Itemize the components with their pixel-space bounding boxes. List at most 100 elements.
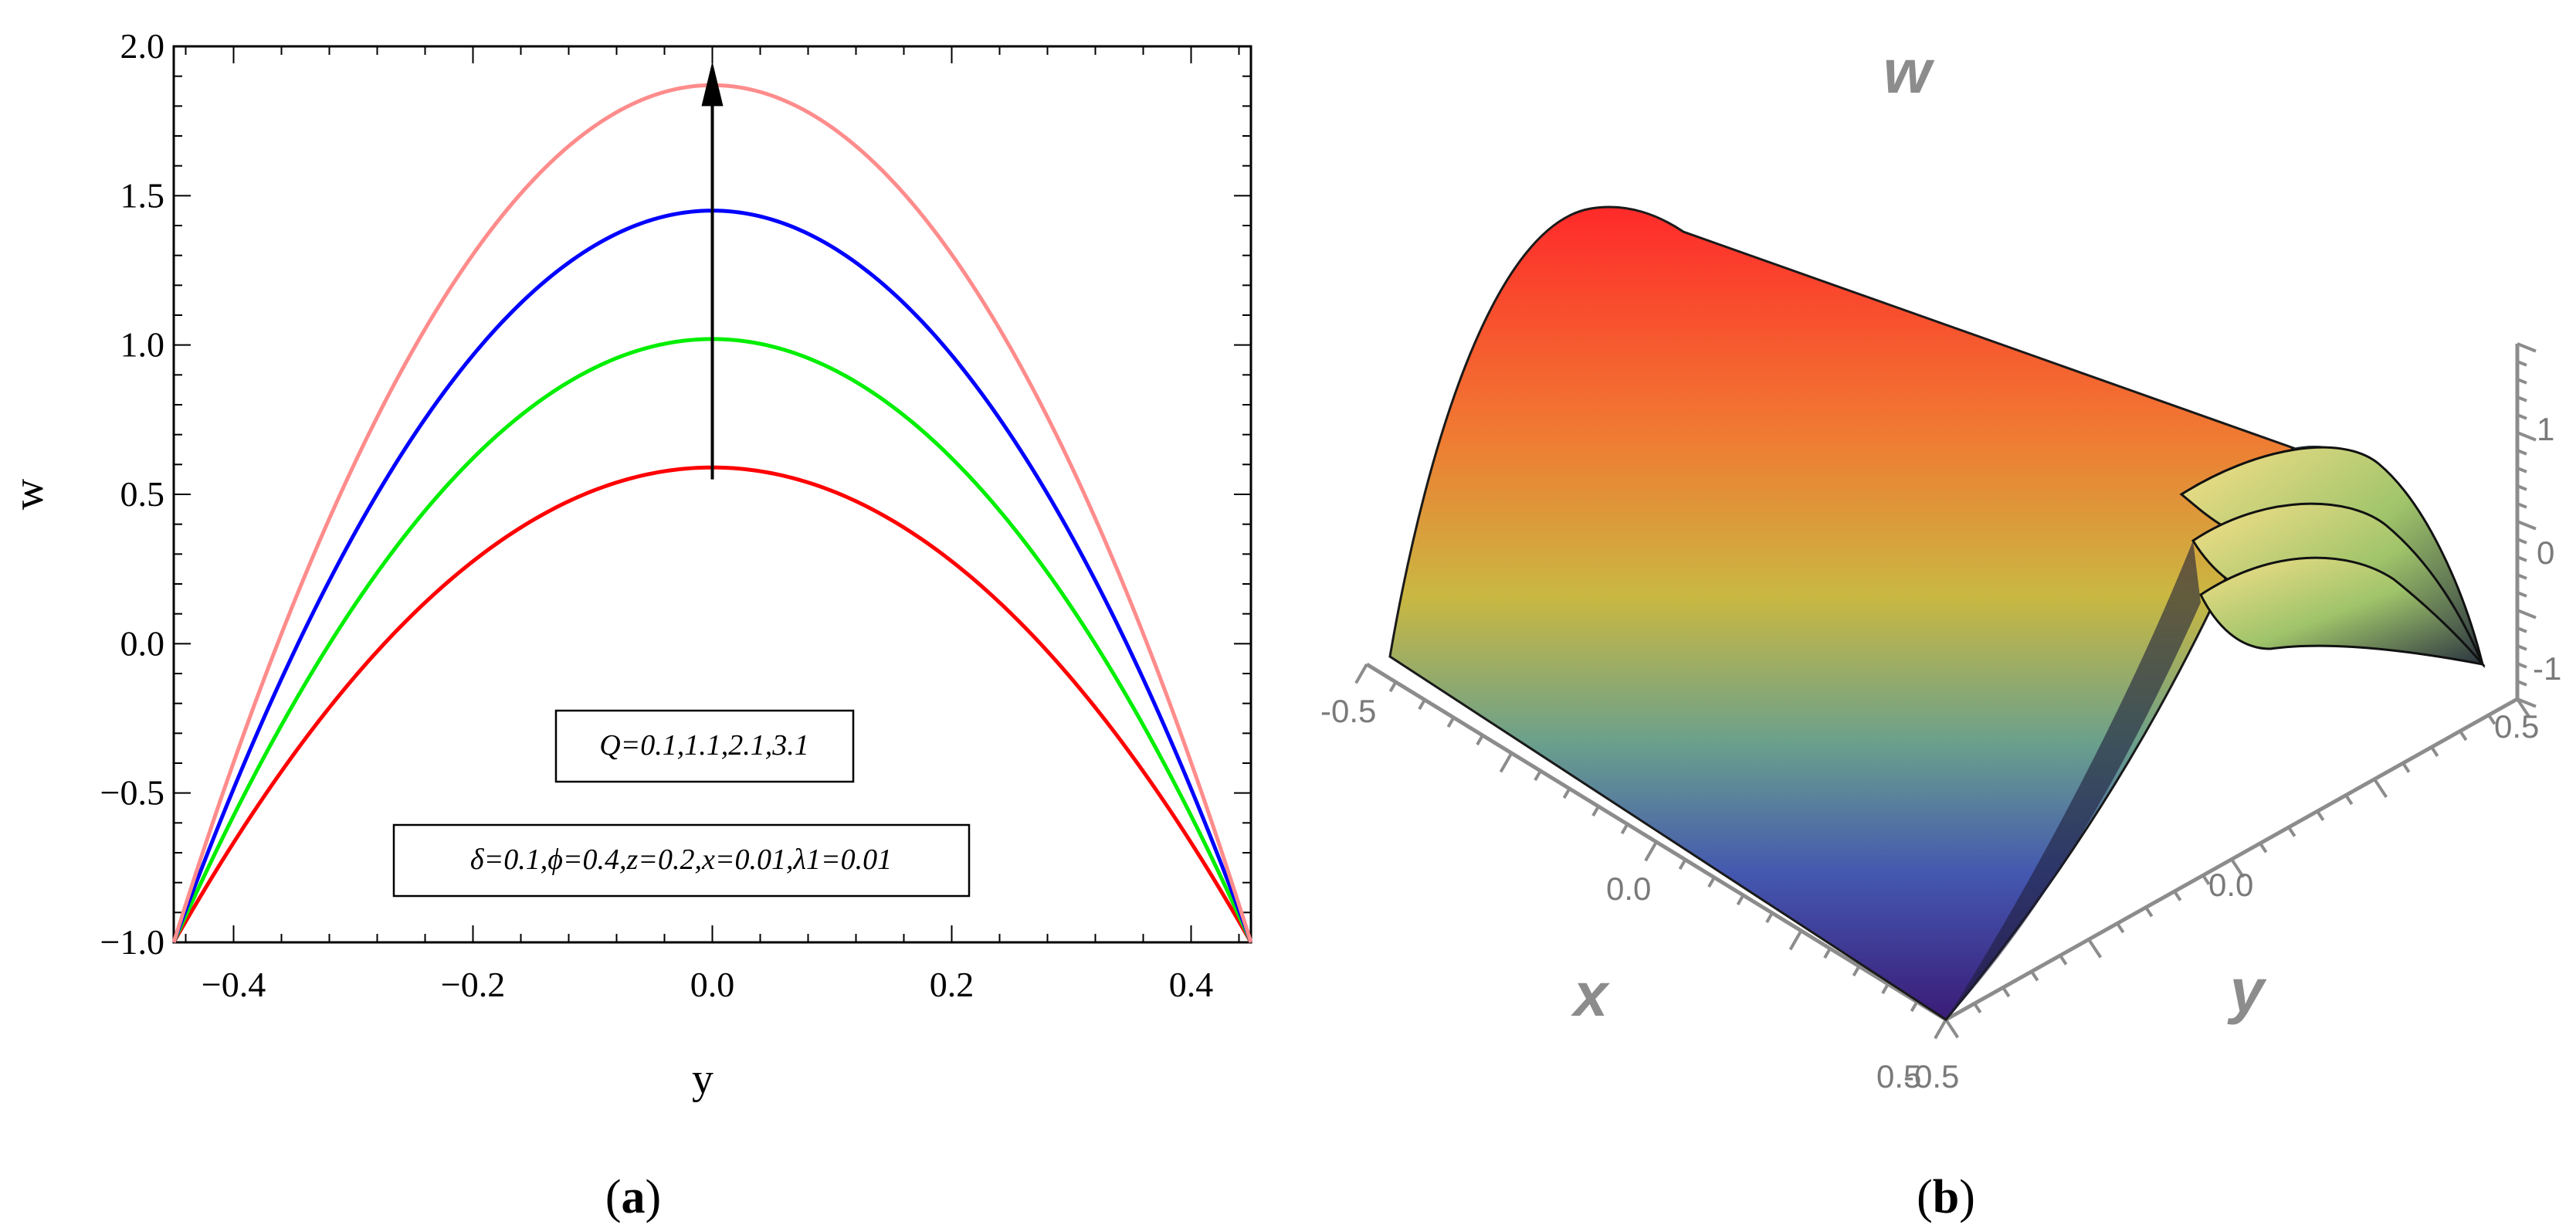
box-tick xyxy=(2517,342,2537,353)
chart-panel-b: -0.5 0.0 0.5 -0.5 0.0 0.5 -1 0 1 w x y (… xyxy=(1320,37,2561,1224)
caption-b: (b) xyxy=(1917,1171,1975,1224)
box-tick xyxy=(2517,378,2527,385)
z-tick-label: 1 xyxy=(2537,411,2554,447)
box-tick xyxy=(1707,877,1716,888)
y-tick-label: 0.0 xyxy=(120,623,165,663)
legend-text-params: δ=0.1,ϕ=0.4,z=0.2,x=0.01,λ1=0.01 xyxy=(470,843,892,876)
surface-front-edge xyxy=(1946,541,2201,1020)
box-tick xyxy=(2259,842,2268,854)
box-tick xyxy=(1418,699,1426,711)
tick-labels: −0.4 −0.2 0.0 0.2 0.4 −1.0 −0.5 0.0 0.5 1.0 1.5 2.0 xyxy=(100,26,1214,1004)
box-tick xyxy=(2316,810,2325,821)
x-tick-label: -0.5 xyxy=(1320,693,1376,729)
box-tick xyxy=(1765,912,1774,924)
box-tick xyxy=(2517,555,2527,562)
box-tick xyxy=(2373,778,2388,799)
box-tick xyxy=(1678,859,1687,871)
legend-box-q: Q=0.1,1.1,2.1,3.1 xyxy=(554,709,855,783)
box-tick xyxy=(2344,794,2354,806)
y-tick-label: 0.5 xyxy=(120,474,165,514)
box-tick xyxy=(2173,890,2182,901)
x-axis-label: x xyxy=(1571,960,1611,1029)
box-tick xyxy=(2517,626,2527,633)
box-tick xyxy=(1446,717,1456,728)
box-tick xyxy=(2517,591,2527,598)
box-tick xyxy=(2517,467,2527,473)
x-tick-label: 0.4 xyxy=(1169,965,1214,1004)
arrow-head xyxy=(701,61,724,107)
box-tick xyxy=(2517,573,2527,580)
box-tick-marks xyxy=(1354,342,2537,1040)
chart-panel-a: −0.4 −0.2 0.0 0.2 0.4 −1.0 −0.5 0.0 0.5 1.0 1.5 2.0… xyxy=(5,26,1253,1224)
box-tick xyxy=(1354,664,1368,684)
box-tick xyxy=(2517,662,2527,669)
box-tick xyxy=(2030,970,2039,982)
y-axis-label: w xyxy=(5,478,53,510)
legend-text-q: Q=0.1,1.1,2.1,3.1 xyxy=(599,729,809,762)
box-tick xyxy=(1499,752,1513,773)
z-axis-label: w xyxy=(1883,37,1935,106)
y-tick-label: −0.5 xyxy=(100,773,164,813)
y-tick-label: 1.5 xyxy=(120,175,165,215)
box-tick xyxy=(2517,431,2537,442)
z-tick-label: 0 xyxy=(2537,535,2554,571)
box-tick xyxy=(1973,1003,1982,1013)
box-tick xyxy=(1388,681,1398,693)
box-tick xyxy=(2517,484,2527,491)
box-tick xyxy=(1736,894,1745,906)
caption-a: (a) xyxy=(605,1171,661,1224)
x-tick-label: 0.5 xyxy=(1876,1058,1921,1095)
box-tick xyxy=(1591,806,1600,817)
z-tick-label: -1 xyxy=(2533,650,2561,687)
box-tick xyxy=(1852,966,1861,977)
box-tick xyxy=(2517,502,2527,509)
x-tick-label: 0.0 xyxy=(1606,871,1651,907)
box-tick xyxy=(1620,823,1629,835)
box-tick xyxy=(1476,735,1484,746)
box-tick xyxy=(1934,1019,1947,1040)
box-tick xyxy=(2087,938,2103,959)
y-tick-label: 2.0 xyxy=(120,26,165,66)
box-tick xyxy=(2116,922,2125,934)
tick-marks xyxy=(174,46,1251,943)
box-tick xyxy=(2487,714,2496,725)
y-axis-label: y xyxy=(2227,956,2267,1025)
legend-box-params: δ=0.1,ϕ=0.4,z=0.2,x=0.01,λ1=0.01 xyxy=(392,823,971,898)
surface-layer-4 xyxy=(2199,556,2486,667)
y-tick-label: −1.0 xyxy=(100,922,164,962)
box-tick xyxy=(2517,680,2527,687)
box-tick xyxy=(1562,788,1571,799)
box-tick xyxy=(2059,954,2068,966)
y-tick-label: 0.5 xyxy=(2494,708,2539,745)
box-tick xyxy=(1788,930,1803,951)
x-tick-label: 0.0 xyxy=(690,965,735,1004)
x-tick-label: −0.2 xyxy=(441,965,505,1004)
surface-top xyxy=(1388,205,2296,1021)
box-tick xyxy=(2430,746,2439,757)
y-tick-label: 1.0 xyxy=(120,325,165,365)
box-tick xyxy=(2287,826,2296,837)
y-tick-label: 0.0 xyxy=(2208,867,2253,903)
box-tick xyxy=(1944,1018,1960,1039)
box-tick xyxy=(2517,449,2527,456)
box-tick xyxy=(2144,906,2154,918)
x-axis-label: y xyxy=(692,1055,713,1103)
box-tick xyxy=(2401,762,2411,773)
box-tick xyxy=(1910,1001,1919,1013)
box-tick xyxy=(2001,986,2011,998)
box-tick xyxy=(1534,770,1542,782)
x-tick-label: 0.2 xyxy=(930,965,974,1004)
box-tick xyxy=(1823,948,1832,959)
box-tick xyxy=(2201,874,2211,885)
box-tick xyxy=(2517,360,2527,367)
box-tick xyxy=(2516,697,2531,718)
x-tick-label: −0.4 xyxy=(202,965,266,1004)
y-tick-label: -0.5 xyxy=(1903,1058,1959,1095)
box-tick xyxy=(2459,730,2468,742)
box-tick xyxy=(2517,413,2527,420)
box-tick xyxy=(2230,858,2246,878)
box-tick xyxy=(1644,841,1658,862)
box-tick xyxy=(2517,520,2537,531)
box-tick xyxy=(2517,538,2527,545)
box-tick xyxy=(1881,983,1890,995)
